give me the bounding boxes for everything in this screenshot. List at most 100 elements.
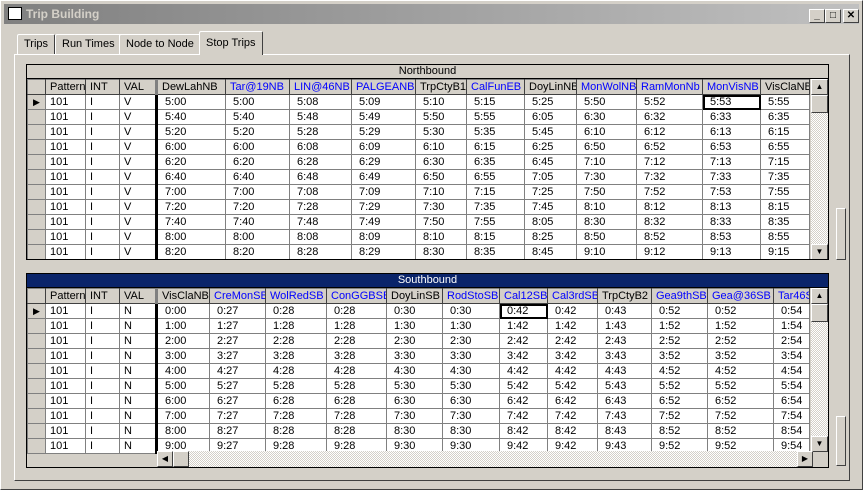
- table-cell[interactable]: 7:49: [351, 214, 416, 230]
- row-selector[interactable]: [27, 393, 46, 409]
- panel-splitter-handle[interactable]: [836, 416, 846, 466]
- table-cell[interactable]: 7:08: [289, 184, 352, 200]
- table-cell[interactable]: 7:15: [466, 184, 525, 200]
- table-cell[interactable]: 8:35: [466, 244, 525, 259]
- scroll-left-icon[interactable]: ◀: [157, 451, 173, 467]
- table-cell[interactable]: 8:00: [155, 423, 210, 439]
- tab-run-times[interactable]: Run Times: [55, 34, 122, 54]
- table-cell[interactable]: 1:52: [707, 318, 774, 334]
- table-cell[interactable]: N: [119, 363, 157, 379]
- table-cell[interactable]: 5:42: [547, 378, 598, 394]
- table-cell[interactable]: I: [85, 139, 120, 155]
- column-header[interactable]: DoyLinSB: [386, 288, 443, 304]
- table-cell[interactable]: 7:48: [289, 214, 352, 230]
- table-row[interactable]: 101 I N 6:00 6:27 6:28 6:28 6:30 6:30 6:42 6:42 6:4…: [27, 393, 810, 409]
- column-header[interactable]: RodStoSB: [442, 288, 500, 304]
- table-cell[interactable]: 8:28: [289, 244, 352, 259]
- table-cell[interactable]: 101: [45, 94, 86, 110]
- table-cell[interactable]: 7:50: [576, 184, 637, 200]
- table-cell[interactable]: 6:09: [351, 139, 416, 155]
- horizontal-scroll-thumb[interactable]: [173, 451, 189, 467]
- table-cell[interactable]: V: [119, 139, 157, 155]
- tab-stop-trips[interactable]: Stop Trips: [199, 31, 263, 55]
- table-cell[interactable]: V: [119, 169, 157, 185]
- table-cell[interactable]: 5:52: [707, 378, 774, 394]
- table-cell[interactable]: 6:52: [636, 139, 703, 155]
- table-cell[interactable]: 0:42: [547, 303, 598, 319]
- table-cell[interactable]: 8:43: [597, 423, 652, 439]
- table-cell[interactable]: 9:12: [636, 244, 703, 259]
- table-cell[interactable]: 3:42: [499, 348, 548, 364]
- table-cell[interactable]: 8:50: [576, 229, 637, 245]
- table-cell[interactable]: 7:28: [265, 408, 327, 424]
- table-cell[interactable]: 101: [45, 184, 86, 200]
- table-cell[interactable]: 5:20: [225, 124, 290, 140]
- table-cell[interactable]: 7:55: [466, 214, 525, 230]
- table-cell[interactable]: 7:25: [524, 184, 577, 200]
- table-cell[interactable]: 7:52: [707, 408, 774, 424]
- table-cell[interactable]: 5:45: [524, 124, 577, 140]
- table-cell[interactable]: 8:15: [760, 199, 810, 215]
- table-cell[interactable]: 7:13: [702, 154, 761, 170]
- tab-node-to-node[interactable]: Node to Node: [119, 34, 201, 54]
- table-cell[interactable]: 6:28: [289, 154, 352, 170]
- table-cell[interactable]: I: [85, 408, 120, 424]
- table-cell[interactable]: I: [85, 393, 120, 409]
- table-cell[interactable]: 0:30: [442, 303, 500, 319]
- table-cell[interactable]: 7:35: [760, 169, 810, 185]
- table-cell[interactable]: 6:40: [225, 169, 290, 185]
- table-cell[interactable]: 5:40: [225, 109, 290, 125]
- column-header[interactable]: VAL: [119, 79, 157, 95]
- row-selector[interactable]: [27, 438, 46, 454]
- table-cell[interactable]: 1:42: [499, 318, 548, 334]
- table-cell[interactable]: 7:20: [155, 199, 226, 215]
- table-cell[interactable]: 6:28: [265, 393, 327, 409]
- table-cell[interactable]: 5:42: [499, 378, 548, 394]
- table-cell[interactable]: 8:52: [707, 423, 774, 439]
- table-row[interactable]: 101 I N 1:00 1:27 1:28 1:28 1:30 1:30 1:42 1:42 1:4…: [27, 318, 810, 334]
- table-cell[interactable]: 3:54: [773, 348, 810, 364]
- southbound-vertical-scrollbar[interactable]: ▲ ▼: [811, 288, 828, 452]
- table-cell[interactable]: 7:50: [415, 214, 467, 230]
- table-cell[interactable]: 2:54: [773, 333, 810, 349]
- table-cell[interactable]: 7:05: [524, 169, 577, 185]
- table-cell[interactable]: 9:43: [597, 438, 652, 454]
- table-cell[interactable]: 6:32: [636, 109, 703, 125]
- table-cell[interactable]: 5:50: [415, 109, 467, 125]
- table-cell[interactable]: 4:52: [707, 363, 774, 379]
- scroll-thumb[interactable]: [811, 304, 828, 322]
- table-cell[interactable]: 5:40: [155, 109, 226, 125]
- panel-splitter-handle[interactable]: [836, 208, 846, 260]
- table-cell[interactable]: I: [85, 244, 120, 259]
- table-cell[interactable]: 8:33: [702, 214, 761, 230]
- column-header[interactable]: CalFunEB: [466, 79, 525, 95]
- table-row[interactable]: 101 I V 7:20 7:20 7:28 7:29 7:30 7:35 7:45 8:10 8:1…: [27, 199, 810, 215]
- row-pointer-icon[interactable]: ▶: [27, 94, 46, 110]
- table-cell[interactable]: 6:54: [773, 393, 810, 409]
- table-cell[interactable]: 8:13: [702, 199, 761, 215]
- table-cell[interactable]: 7:28: [326, 408, 387, 424]
- table-cell[interactable]: 6:35: [466, 154, 525, 170]
- table-cell[interactable]: 6:28: [326, 393, 387, 409]
- table-cell[interactable]: 4:43: [597, 363, 652, 379]
- table-cell[interactable]: 7:27: [209, 408, 266, 424]
- table-cell[interactable]: 8:05: [524, 214, 577, 230]
- table-cell[interactable]: 8:30: [576, 214, 637, 230]
- table-cell[interactable]: I: [85, 199, 120, 215]
- southbound-horizontal-scrollbar[interactable]: ◀ ▶: [157, 451, 813, 467]
- table-cell[interactable]: 6:00: [155, 139, 226, 155]
- table-cell[interactable]: 2:30: [386, 333, 443, 349]
- table-cell[interactable]: 4:30: [386, 363, 443, 379]
- table-cell[interactable]: 2:28: [326, 333, 387, 349]
- table-cell[interactable]: 7:30: [576, 169, 637, 185]
- table-cell[interactable]: 0:52: [707, 303, 774, 319]
- table-cell[interactable]: 7:30: [442, 408, 500, 424]
- table-cell[interactable]: 5:29: [351, 124, 416, 140]
- table-cell[interactable]: 8:55: [760, 229, 810, 245]
- column-header[interactable]: Pattern: [45, 288, 86, 304]
- table-cell[interactable]: 1:54: [773, 318, 810, 334]
- column-header[interactable]: Gea9thSB: [651, 288, 708, 304]
- table-cell[interactable]: 5:55: [760, 94, 810, 110]
- table-cell[interactable]: I: [85, 109, 120, 125]
- table-cell[interactable]: 9:10: [576, 244, 637, 259]
